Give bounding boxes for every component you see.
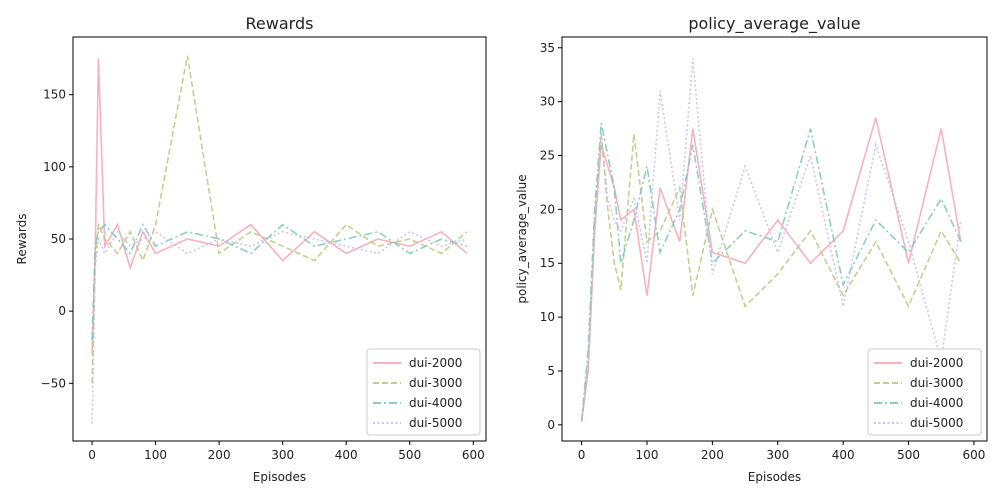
chart-title: Rewards [246,14,314,33]
y-tick-label: 100 [43,160,66,174]
y-tick-label: 150 [43,88,66,102]
x-tick-label: 600 [962,448,985,462]
x-axis-label: Episodes [748,470,801,484]
x-tick-label: 500 [398,448,421,462]
x-tick-label: 600 [462,448,485,462]
policy-average-value-chart: 0 100 200 300 400 500 600 0 5 10 15 20 25 30 35 policy_… [515,14,988,484]
x-axis-label: Episodes [253,470,306,484]
chart-title: policy_average_value [688,14,860,34]
y-tick-label: 35 [540,41,555,55]
y-axis-label: policy_average_value [515,174,529,303]
x-tick-label: 0 [578,448,586,462]
x-tick-label: 100 [144,448,167,462]
legend-label-dui-3000: dui-3000 [409,376,462,390]
legend-label-dui-2000: dui-2000 [409,356,462,370]
x-tick-label: 200 [208,448,231,462]
y-tick-label: 5 [547,364,555,378]
rewards-chart: 0 100 200 300 400 500 600 −50 0 50 100 150 Rewards Ep… [15,14,487,484]
x-tick-label: 0 [88,448,96,462]
series-line-dui-3000 [91,55,468,384]
y-tick-label: −50 [41,376,66,390]
x-tick-label: 400 [335,448,358,462]
series-line-dui-3000 [580,133,962,422]
y-tick-label: 50 [51,232,66,246]
legend: dui-2000 dui-3000 dui-4000 dui-5000 [366,348,481,436]
y-tick-label: 15 [540,256,555,270]
legend-label-dui-3000: dui-3000 [910,376,963,390]
legend-box [867,348,982,436]
x-tick-label: 300 [766,448,789,462]
series-group [91,55,468,424]
series-group [580,58,962,422]
y-tick-label: 30 [540,95,555,109]
x-tick-label: 100 [636,448,659,462]
y-tick-label: 0 [58,304,66,318]
series-line-dui-4000 [91,222,468,341]
legend-label-dui-5000: dui-5000 [910,416,963,430]
legend-label-dui-4000: dui-4000 [409,396,462,410]
legend-label-dui-2000: dui-2000 [910,356,963,370]
series-line-dui-4000 [580,123,962,422]
y-axis-label: Rewards [15,214,29,265]
legend-label-dui-4000: dui-4000 [910,396,963,410]
x-tick-label: 200 [701,448,724,462]
legend-label-dui-5000: dui-5000 [409,416,462,430]
legend-box [366,348,481,436]
y-tick-label: 0 [547,418,555,432]
series-line-dui-2000 [91,58,468,355]
y-tick-label: 20 [540,202,555,216]
x-tick-label: 500 [897,448,920,462]
x-tick-label: 400 [832,448,855,462]
plot-frame [561,36,988,442]
x-tick-label: 300 [271,448,294,462]
y-tick-label: 25 [540,149,555,163]
series-line-dui-5000 [580,58,962,422]
series-line-dui-5000 [91,230,468,424]
legend: dui-2000 dui-3000 dui-4000 dui-5000 [867,348,982,436]
y-tick-label: 10 [540,310,555,324]
